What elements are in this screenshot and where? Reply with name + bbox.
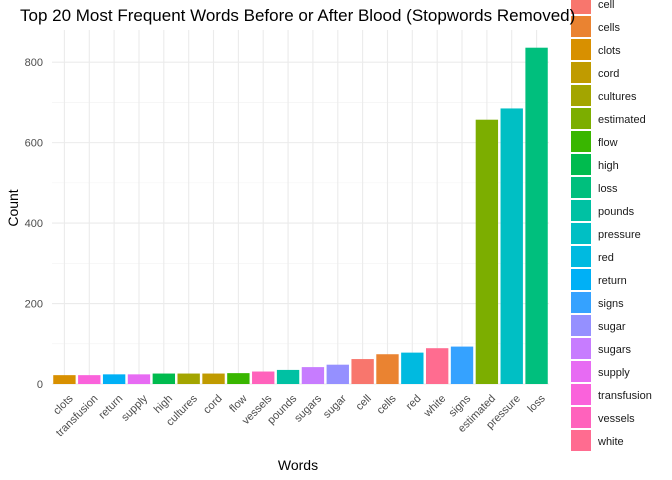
bar-pounds: [276, 369, 300, 384]
bar-flow: [227, 373, 250, 384]
legend-key-sugars: [571, 338, 591, 359]
legend-key-supply: [571, 361, 591, 382]
x-tick-label: white: [421, 393, 448, 420]
legend-label-sugars: sugars: [598, 344, 632, 356]
legend-key-pounds: [571, 200, 591, 221]
bar-red: [401, 352, 424, 384]
legend: cell cells clots cord cultures estimated flow h…: [571, 0, 652, 451]
bar-return: [102, 374, 126, 384]
legend-label-red: red: [598, 252, 614, 264]
bar-clots: [53, 375, 76, 384]
y-tick-label: 600: [25, 138, 43, 150]
legend-key-cells: [571, 16, 591, 37]
bar-high: [152, 373, 176, 384]
legend-label-flow: flow: [598, 137, 618, 149]
legend-key-red: [571, 246, 591, 267]
legend-label-clots: clots: [598, 45, 621, 57]
legend-label-vessels: vessels: [598, 413, 635, 425]
y-axis-title: Count: [5, 189, 21, 226]
legend-label-cells: cells: [598, 22, 621, 34]
bar-cultures: [177, 373, 200, 384]
x-tick-label: loss: [525, 392, 548, 415]
legend-label-white: white: [597, 436, 624, 448]
y-tick-label: 400: [25, 218, 43, 230]
x-tick-label: cell: [354, 393, 374, 413]
bar-cell: [351, 359, 374, 384]
legend-key-signs: [571, 292, 591, 313]
x-tick-label: sugars: [292, 392, 324, 424]
legend-label-return: return: [598, 275, 627, 287]
bar-cord: [202, 373, 225, 384]
x-tick-label: red: [404, 393, 424, 413]
legend-key-sugar: [571, 315, 591, 336]
y-tick-label: 0: [37, 379, 43, 391]
legend-key-estimated: [571, 108, 591, 129]
legend-label-cell: cell: [598, 0, 615, 11]
bar-loss: [525, 47, 548, 384]
x-tick-label: cells: [375, 392, 399, 416]
bar-cells: [376, 354, 399, 384]
legend-label-estimated: estimated: [598, 114, 646, 126]
legend-label-cultures: cultures: [598, 91, 637, 103]
legend-key-transfusion: [571, 384, 591, 405]
bar-sugars: [301, 367, 325, 384]
bar-transfusion: [78, 375, 101, 384]
bar-pressure: [500, 108, 523, 385]
legend-label-pounds: pounds: [598, 206, 635, 218]
legend-key-cell: [571, 0, 591, 14]
legend-key-flow: [571, 131, 591, 152]
legend-label-signs: signs: [598, 298, 624, 310]
legend-key-high: [571, 154, 591, 175]
legend-label-pressure: pressure: [598, 229, 641, 241]
legend-label-transfusion: transfusion: [598, 390, 652, 402]
x-tick-label: cord: [201, 393, 225, 417]
chart-title: Top 20 Most Frequent Words Before or Aft…: [20, 6, 575, 25]
bars: [53, 47, 548, 385]
x-tick-label: supply: [119, 392, 150, 423]
legend-label-loss: loss: [598, 183, 618, 195]
grid: [52, 30, 549, 385]
legend-label-cord: cord: [598, 68, 619, 80]
x-axis-title: Words: [278, 457, 318, 473]
x-tick-label: sugar: [321, 393, 349, 421]
legend-key-pressure: [571, 223, 591, 244]
y-axis-ticks: 0 200 400 600 800: [25, 57, 43, 391]
bar-signs: [450, 346, 474, 384]
bar-vessels: [252, 371, 275, 384]
y-tick-label: 200: [25, 299, 43, 311]
legend-label-sugar: sugar: [598, 321, 626, 333]
legend-key-vessels: [571, 407, 591, 428]
bar-supply: [127, 374, 151, 384]
y-tick-label: 800: [25, 57, 43, 69]
legend-key-white: [571, 430, 591, 451]
bar-sugar: [326, 364, 349, 384]
legend-key-loss: [571, 177, 591, 198]
legend-label-supply: supply: [598, 367, 630, 379]
legend-key-cord: [571, 62, 591, 83]
legend-key-cultures: [571, 85, 591, 106]
bar-estimated: [475, 119, 499, 384]
legend-key-clots: [571, 39, 591, 60]
legend-label-high: high: [598, 160, 619, 172]
legend-key-return: [571, 269, 591, 290]
bar-white: [425, 348, 449, 384]
